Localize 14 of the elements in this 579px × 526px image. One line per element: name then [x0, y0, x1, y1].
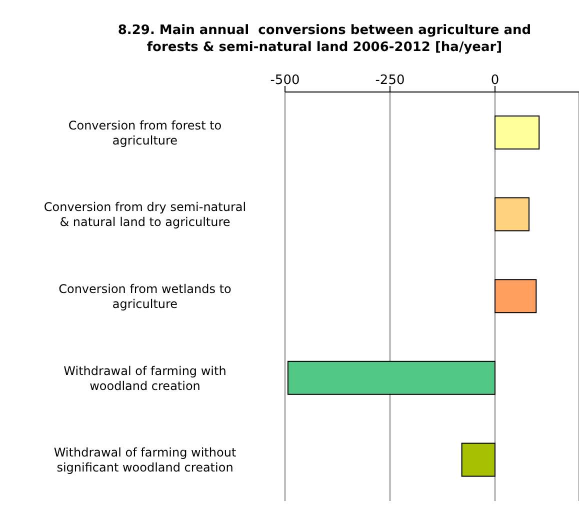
bar	[494, 116, 540, 150]
y-tick-label: Withdrawal of farming without significant woodland creation	[54, 446, 236, 475]
x-tick-label: -250	[375, 73, 405, 88]
y-tick-label: Conversion from dry semi-natural & natural land to agriculture	[44, 200, 246, 230]
bar	[494, 197, 530, 232]
x-tick-label: 0	[490, 73, 500, 88]
bar	[461, 442, 496, 477]
x-tick-label: -500	[270, 73, 300, 88]
chart-title: 8.29. Main annual conversions between agriculture and forests & semi-natural land 2006-2012 [ha/year]	[116, 22, 532, 56]
bar	[287, 360, 496, 395]
y-tick-label: Withdrawal of farming with woodland creation	[64, 364, 226, 393]
y-tick-label: Conversion from wetlands to agriculture	[58, 282, 232, 311]
y-tick-label: Conversion from forest to agriculture	[68, 118, 222, 148]
bar	[494, 279, 537, 314]
